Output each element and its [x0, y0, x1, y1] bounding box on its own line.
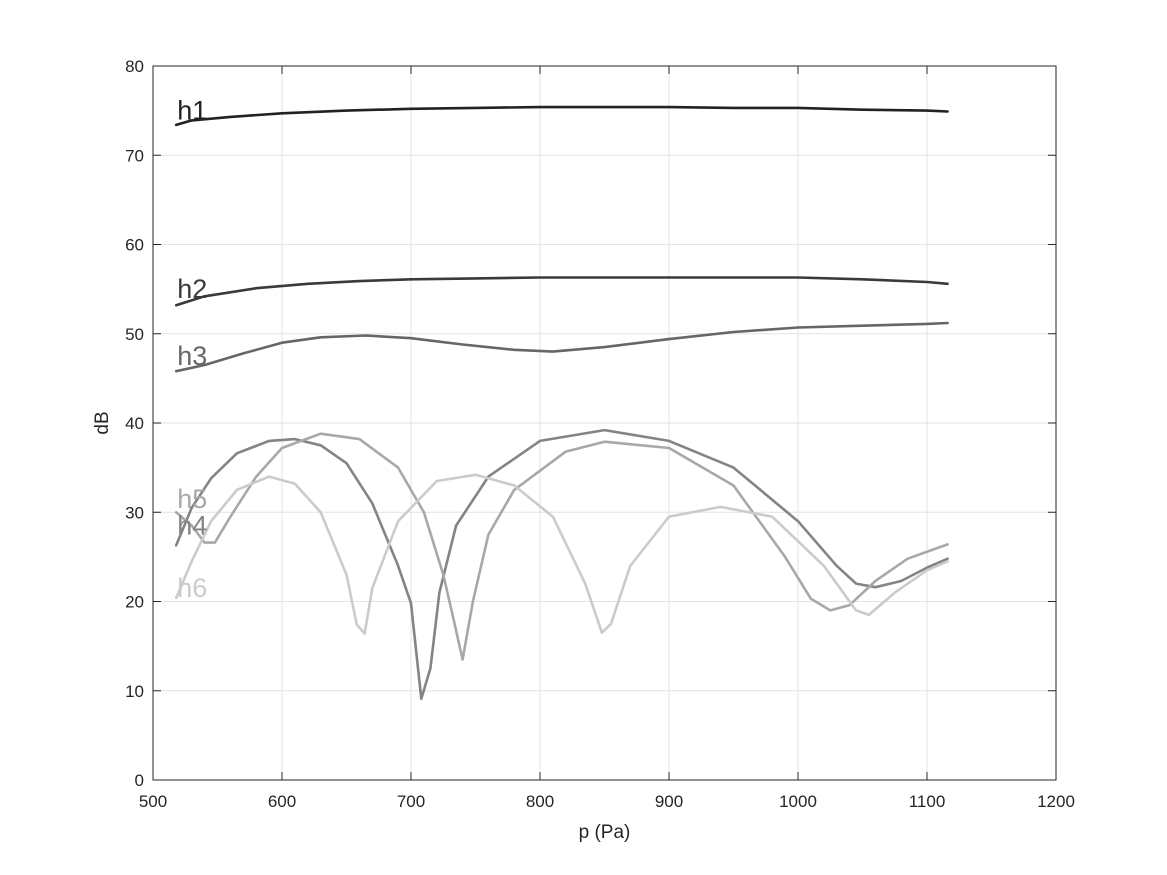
x-tick-label: 700	[397, 792, 425, 811]
series-label-h4: h4	[177, 511, 207, 541]
y-axis-label: dB	[92, 411, 113, 434]
series-label-h5: h5	[177, 484, 207, 514]
series-label-h6: h6	[177, 573, 207, 603]
series-label-h2: h2	[177, 274, 207, 304]
x-axis-label: p (Pa)	[579, 822, 631, 843]
series-line-h1	[174, 105, 949, 127]
x-tick-label: 1200	[1037, 792, 1075, 811]
y-tick-label: 80	[125, 57, 144, 76]
series-line-h2	[174, 276, 949, 307]
series-line-h3	[174, 321, 949, 373]
x-tick-label: 500	[139, 792, 167, 811]
y-tick-label: 20	[125, 593, 144, 612]
series-lines	[174, 105, 949, 701]
x-tick-label: 800	[526, 792, 554, 811]
x-tick-label: 1000	[779, 792, 817, 811]
series-label-h3: h3	[177, 341, 207, 371]
axis-ticks: 500 600 700 800 900 1000 1100 1200 0 10 20 30 40 50 60…	[125, 57, 1075, 811]
series-line-h5	[174, 432, 949, 661]
x-tick-label: 600	[268, 792, 296, 811]
y-tick-label: 40	[125, 414, 144, 433]
y-tick-label: 10	[125, 682, 144, 701]
series-label-h1: h1	[177, 96, 207, 126]
x-tick-label: 900	[655, 792, 683, 811]
series-line-h6	[174, 473, 949, 635]
x-tick-label: 1100	[909, 792, 946, 811]
y-tick-label: 0	[135, 771, 144, 790]
y-tick-label: 50	[125, 325, 144, 344]
y-tick-label: 60	[125, 236, 144, 255]
y-tick-label: 70	[125, 146, 144, 165]
series-line-h4	[174, 428, 949, 701]
y-tick-label: 30	[125, 503, 144, 522]
